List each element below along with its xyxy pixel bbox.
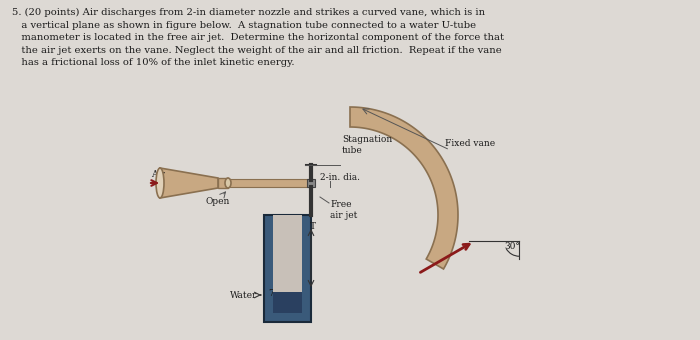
Text: Air: Air <box>151 170 164 179</box>
Bar <box>273 215 302 313</box>
Ellipse shape <box>156 168 164 198</box>
Ellipse shape <box>225 178 231 188</box>
Polygon shape <box>160 168 218 198</box>
Text: Stagnation
tube: Stagnation tube <box>342 135 392 155</box>
Text: T: T <box>310 222 316 231</box>
Text: Fixed vane: Fixed vane <box>445 139 495 148</box>
Polygon shape <box>218 178 228 188</box>
Text: 7 in.: 7 in. <box>269 289 289 298</box>
Polygon shape <box>350 107 458 269</box>
Polygon shape <box>307 179 315 187</box>
Polygon shape <box>228 179 313 187</box>
Text: Open: Open <box>206 197 230 206</box>
Text: Water: Water <box>230 290 257 300</box>
Bar <box>264 215 311 322</box>
Text: 5. (20 points) Air discharges from 2-in diameter nozzle and strikes a curved van: 5. (20 points) Air discharges from 2-in … <box>12 8 504 67</box>
Bar <box>273 292 302 313</box>
Text: Free
air jet: Free air jet <box>330 200 358 220</box>
Text: 30°: 30° <box>504 242 520 251</box>
Text: 2-in. dia.: 2-in. dia. <box>320 173 360 183</box>
